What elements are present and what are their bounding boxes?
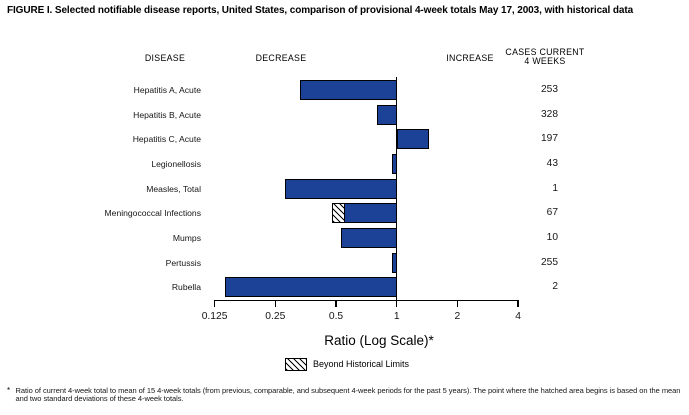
axis-tick-label: 0.125 — [201, 310, 228, 322]
axis-tick — [213, 300, 216, 307]
cases-value: 67 — [546, 207, 558, 219]
axis-tick — [396, 300, 398, 307]
column-header-cases-line1: CASES CURRENT — [505, 46, 585, 57]
cases-value: 328 — [541, 108, 558, 120]
disease-label: Legionellosis — [151, 158, 201, 169]
disease-label: Mumps — [172, 232, 201, 243]
cases-value: 43 — [546, 157, 558, 169]
axis-tick — [274, 300, 276, 307]
ratio-bar — [396, 129, 430, 150]
column-header-disease: DISEASE — [144, 52, 186, 63]
axis-tick-label: 1 — [393, 310, 400, 322]
disease-label: Hepatitis C, Acute — [132, 134, 201, 145]
disease-label: Meningococcal Infections — [104, 208, 202, 219]
axis-tick-label: 0.25 — [265, 310, 286, 322]
axis-tick-label: 0.5 — [328, 310, 344, 322]
cases-value: 255 — [541, 256, 558, 268]
axis-tick-label: 2 — [454, 310, 461, 322]
ratio-bar — [299, 80, 397, 100]
axis-tick — [456, 300, 459, 307]
beyond-limit-hatch-swatch — [285, 358, 307, 371]
column-header-increase: INCREASE — [446, 52, 494, 63]
ratio-bar — [341, 227, 397, 248]
cases-value: 1 — [552, 182, 558, 194]
footnote-marker: * — [7, 385, 11, 395]
disease-label: Pertussis — [165, 257, 201, 268]
cases-value: 10 — [546, 231, 558, 243]
x-axis-line — [214, 300, 519, 302]
axis-tick — [335, 300, 337, 307]
column-header-cases-line2: 4 WEEKS — [524, 55, 566, 66]
disease-label: Measles, Total — [146, 183, 201, 194]
axis-tick-label: 4 — [515, 310, 521, 322]
disease-label: Hepatitis A, Acute — [133, 85, 201, 95]
ratio-bar — [344, 203, 397, 224]
footnote-text: Ratio of current 4-week total to mean of… — [15, 386, 681, 404]
disease-label: Rubella — [171, 282, 201, 293]
disease-label: Hepatitis B, Acute — [133, 109, 201, 120]
cases-value: 253 — [541, 84, 558, 95]
ratio-bar — [392, 252, 397, 273]
ratio-bar — [285, 178, 397, 199]
column-header-decrease: DECREASE — [255, 52, 307, 63]
ratio-bar — [224, 277, 397, 298]
axis-tick — [517, 300, 519, 307]
ratio-bar — [392, 153, 397, 174]
x-axis-title: Ratio (Log Scale)* — [324, 333, 434, 348]
cases-value: 197 — [541, 133, 558, 145]
cases-value: 2 — [552, 281, 558, 293]
legend-label: Beyond Historical Limits — [313, 359, 410, 369]
ratio-bar — [377, 104, 397, 125]
figure-title: FIGURE I. Selected notifiable disease re… — [7, 5, 634, 16]
